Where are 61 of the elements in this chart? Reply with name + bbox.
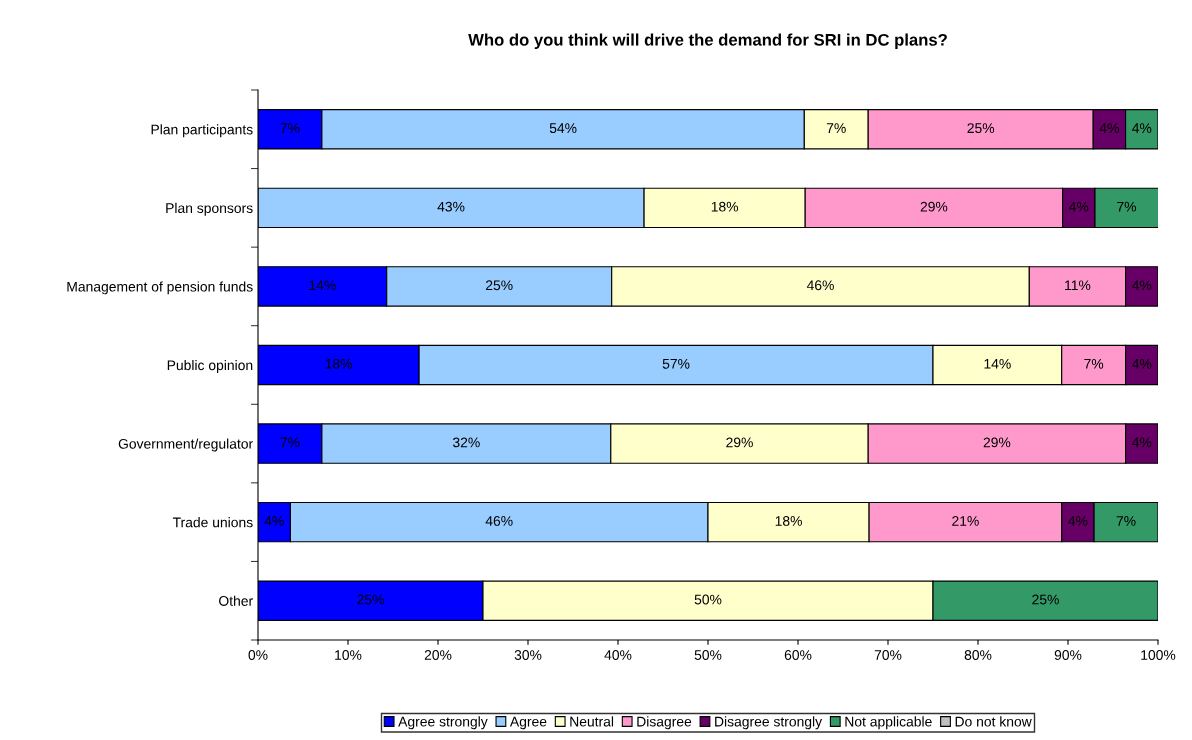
data-label: 14% (984, 358, 1011, 369)
data-label: 25% (1032, 594, 1059, 605)
data-label: 14% (309, 280, 336, 291)
y-tick-label: Other (219, 595, 253, 606)
x-tick-label: 80% (964, 650, 992, 660)
data-label: 7% (1084, 358, 1104, 369)
x-tick-label: 30% (514, 650, 542, 660)
data-label: 7% (1116, 516, 1136, 526)
data-label: 46% (485, 516, 513, 526)
y-tick-label: Plan sponsors (166, 202, 253, 216)
data-label: 7% (280, 437, 300, 448)
data-label: 29% (983, 437, 1011, 448)
data-label: 29% (920, 201, 948, 212)
legend-label: Not applicable (845, 716, 932, 730)
data-label: 21% (952, 516, 979, 526)
x-tick-label: 0% (248, 650, 268, 660)
data-label: 32% (452, 437, 480, 448)
x-tick-label: 20% (424, 650, 452, 660)
data-label: 7% (280, 123, 300, 133)
data-label: 29% (726, 437, 753, 448)
x-tick-label: 60% (784, 650, 812, 660)
data-label: 4% (1132, 123, 1152, 133)
data-label: 18% (775, 516, 802, 526)
y-tick-label: Public opinion (167, 359, 253, 373)
legend-label: Do not know (955, 716, 1032, 727)
x-tick-label: 90% (1054, 650, 1082, 660)
data-label: 4% (264, 516, 284, 526)
data-label: 25% (967, 123, 995, 134)
x-tick-label: 100% (1141, 650, 1176, 660)
data-label: 7% (826, 123, 846, 133)
data-label: 7% (1117, 201, 1137, 212)
data-label: 54% (549, 123, 577, 134)
y-tick-label: Management of pension funds (67, 281, 253, 295)
x-tick-label: 40% (604, 650, 632, 660)
data-label: 4% (1132, 280, 1152, 291)
legend-label: Disagree strongly (715, 716, 823, 730)
legend-label: Disagree (637, 716, 692, 730)
data-label: 25% (486, 280, 513, 291)
data-label: 4% (1068, 516, 1088, 526)
data-label: 46% (806, 280, 834, 291)
data-label: 18% (711, 201, 739, 212)
data-label: 25% (357, 594, 384, 605)
data-label: 4% (1132, 437, 1152, 448)
data-label: 50% (694, 594, 722, 605)
data-label: 4% (1069, 201, 1089, 212)
y-tick-label: Trade unions (172, 517, 253, 528)
data-label: 11% (1065, 280, 1091, 291)
y-tick-label: Plan participants (151, 124, 253, 138)
data-label: 57% (662, 358, 690, 369)
legend-label: Agree (509, 716, 547, 730)
data-label: 4% (1132, 358, 1152, 369)
data-label: 18% (325, 358, 352, 369)
chart-title: Who do you think will drive the demand for SRI in DC plans? (468, 33, 947, 50)
legend-label: Neutral (570, 716, 614, 727)
data-label: 4% (1099, 123, 1119, 133)
y-tick-label: Government/regulator (118, 438, 253, 452)
x-tick-label: 10% (335, 650, 362, 660)
x-tick-label: 70% (874, 650, 902, 660)
data-label: 43% (437, 201, 465, 212)
legend-label: Agree strongly (398, 716, 488, 730)
x-tick-label: 50% (694, 650, 722, 660)
